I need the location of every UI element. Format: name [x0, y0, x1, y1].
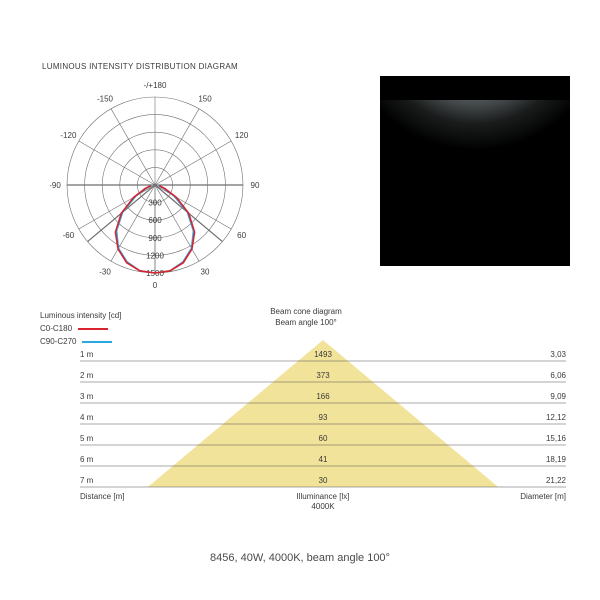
cone-title-1: Beam cone diagram	[270, 306, 342, 317]
svg-text:60: 60	[237, 231, 246, 240]
svg-text:3,03: 3,03	[550, 350, 566, 359]
svg-text:-150: -150	[97, 94, 114, 103]
svg-text:7 m: 7 m	[80, 476, 94, 485]
svg-text:3 m: 3 m	[80, 392, 94, 401]
beam-photo-svg	[380, 76, 570, 266]
svg-text:0: 0	[153, 281, 158, 290]
svg-text:4 m: 4 m	[80, 413, 94, 422]
svg-text:30: 30	[201, 268, 210, 277]
svg-text:Diameter [m]: Diameter [m]	[520, 492, 566, 501]
svg-text:-/+180: -/+180	[144, 81, 167, 90]
cone-svg: 1 m 1493 3,03 2 m 373 6,06 3 m 166 9,09 4 m 93 12,1…	[42, 340, 568, 513]
svg-text:150: 150	[198, 94, 212, 103]
svg-text:60: 60	[319, 434, 328, 443]
polar-diagram: 30060090012001500-/+1801501209060300-150…	[50, 80, 260, 293]
svg-text:300: 300	[148, 199, 162, 208]
svg-text:1 m: 1 m	[80, 350, 94, 359]
svg-text:9,09: 9,09	[550, 392, 566, 401]
svg-text:Illuminance [lx]: Illuminance [lx]	[297, 492, 350, 501]
svg-text:15,16: 15,16	[546, 434, 567, 443]
svg-text:Distance [m]: Distance [m]	[80, 492, 124, 501]
svg-text:166: 166	[316, 392, 330, 401]
cone-title: Beam cone diagram Beam angle 100°	[270, 306, 342, 328]
cone-title-2: Beam angle 100°	[270, 317, 342, 328]
svg-text:93: 93	[319, 413, 328, 422]
svg-text:1493: 1493	[314, 350, 332, 359]
svg-text:373: 373	[316, 371, 330, 380]
svg-text:-30: -30	[99, 268, 111, 277]
svg-text:2 m: 2 m	[80, 371, 94, 380]
svg-text:120: 120	[235, 131, 249, 140]
svg-text:6 m: 6 m	[80, 455, 94, 464]
polar-svg: 30060090012001500-/+1801501209060300-150…	[50, 80, 260, 290]
footer-caption: 8456, 40W, 4000K, beam angle 100°	[0, 552, 600, 564]
svg-text:4000K: 4000K	[311, 502, 335, 511]
svg-text:12,12: 12,12	[546, 413, 567, 422]
svg-text:18,19: 18,19	[546, 455, 567, 464]
beam-photo	[380, 76, 570, 266]
beam-cone-diagram: Beam cone diagram Beam angle 100° 1 m 149…	[42, 306, 570, 513]
svg-text:6,06: 6,06	[550, 371, 566, 380]
svg-text:41: 41	[319, 455, 328, 464]
svg-text:-120: -120	[60, 131, 77, 140]
page-title: LUMINOUS INTENSITY DISTRIBUTION DIAGRAM	[42, 62, 238, 71]
svg-text:21,22: 21,22	[546, 476, 567, 485]
svg-text:900: 900	[148, 234, 162, 243]
svg-text:30: 30	[319, 476, 328, 485]
svg-text:1200: 1200	[146, 251, 164, 260]
svg-text:-60: -60	[63, 231, 75, 240]
svg-text:5 m: 5 m	[80, 434, 94, 443]
svg-text:90: 90	[251, 181, 260, 190]
svg-text:600: 600	[148, 216, 162, 225]
svg-text:-90: -90	[50, 181, 61, 190]
